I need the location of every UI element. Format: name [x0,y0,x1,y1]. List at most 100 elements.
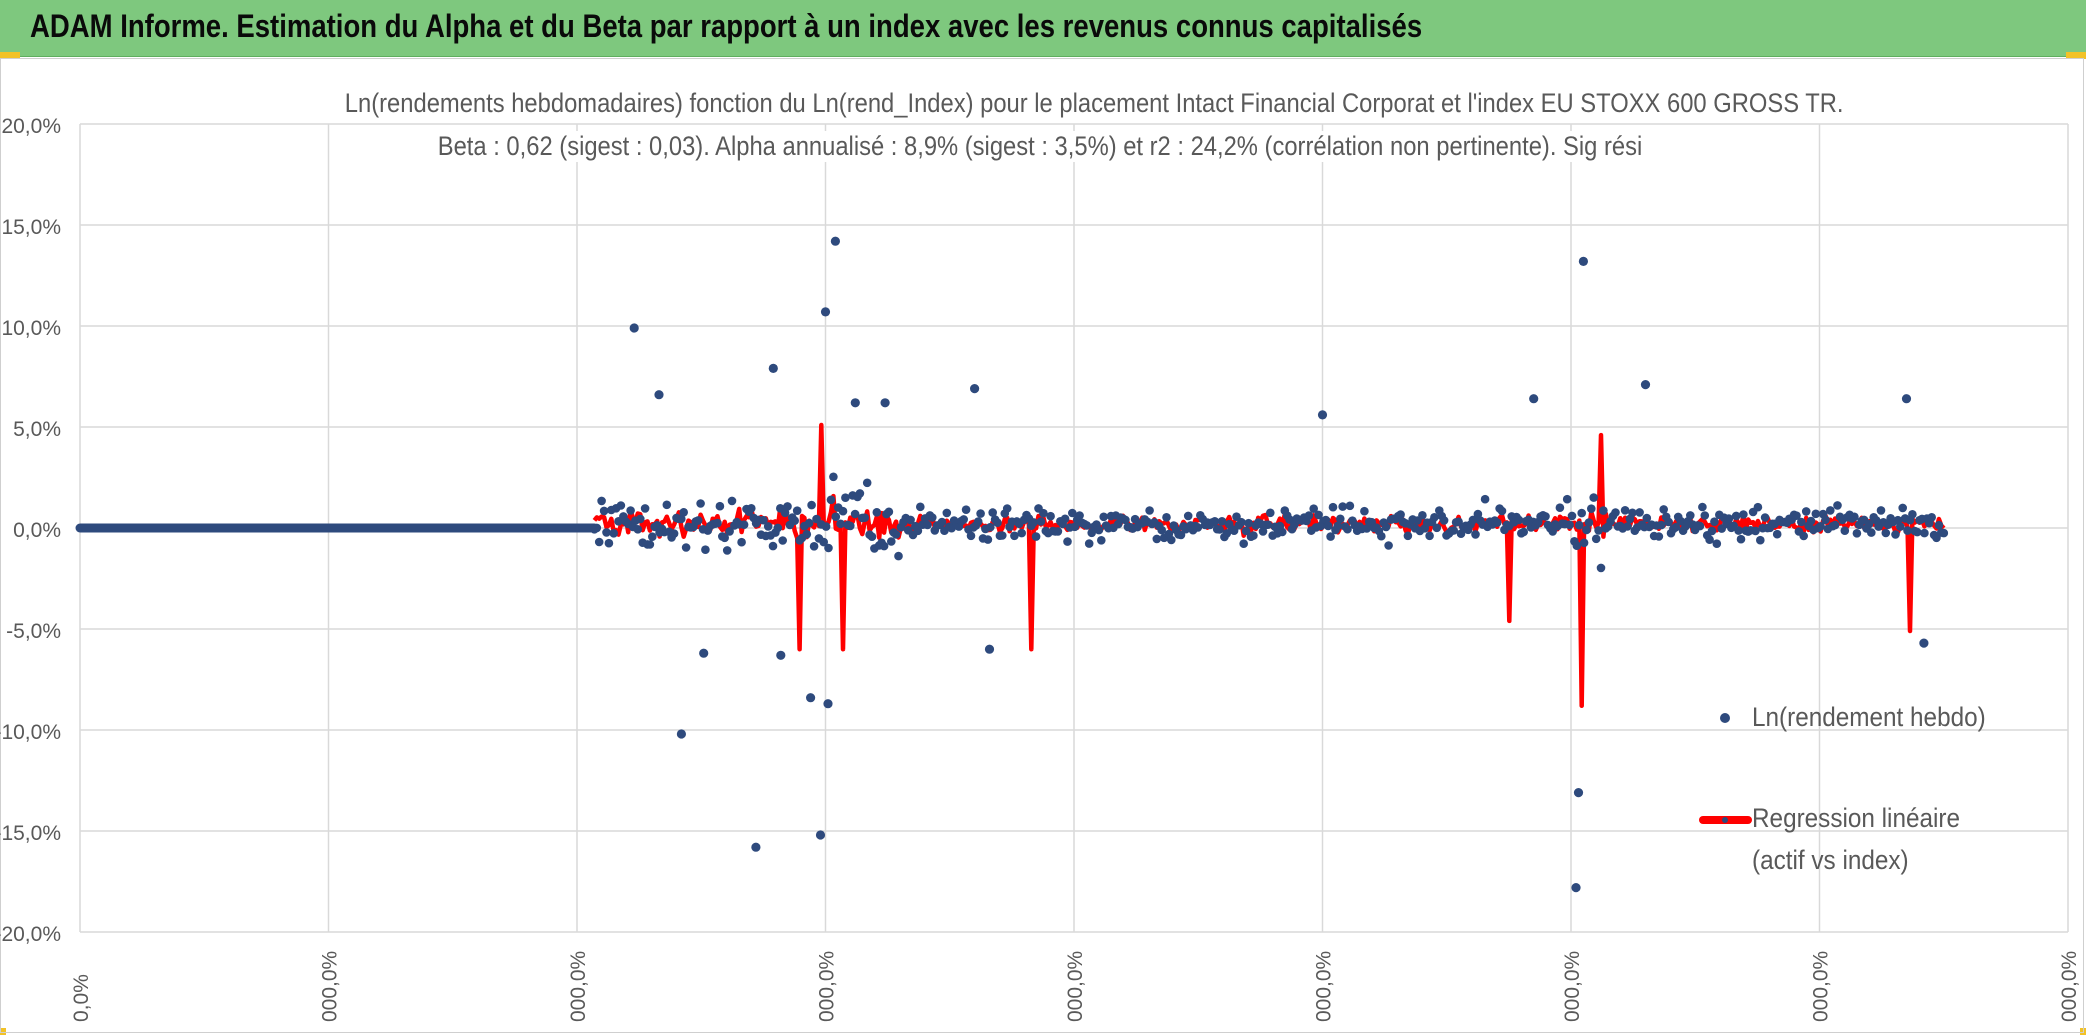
scatter-point-outlier [1901,394,1912,404]
scatter-point [1864,519,1874,529]
y-tick-label: 15,0% [1,216,61,239]
chart-frame [0,58,2084,1033]
scatter-point [1403,531,1413,541]
scatter-point [1121,515,1130,525]
chart-subtitle: Beta : 0,62 (sigest : 0,03). Alpha annua… [344,131,1736,162]
y-tick-label: -15,0% [0,822,61,845]
scatter-point [1710,517,1719,526]
scatter-point-outlier [823,699,833,709]
scatter-point-outlier [1578,256,1588,266]
scatter-point [727,496,737,506]
corner-marker-right [2066,52,2086,59]
scatter-point [662,500,672,510]
scatter-point [1039,508,1048,518]
scatter-point [648,532,657,541]
scatter-point [1046,511,1055,521]
scatter-point [1338,502,1347,511]
x-tick-label: 000,0% [2058,951,2081,1022]
scatter-point [1492,518,1502,527]
scatter-point [872,508,882,517]
scatter-point [1772,529,1782,539]
scatter-point [1384,541,1393,550]
scatter-point [1642,513,1652,523]
scatter-point [1381,522,1391,532]
scatter-point [1323,521,1333,531]
scatter-point [1328,502,1338,512]
y-tick-label: -20,0% [0,923,61,946]
scatter-point [850,509,860,519]
chart-title: Ln(rendements hebdomadaires) fonction du… [344,88,1844,119]
scatter-point-outlier [820,307,831,317]
scatter-point [1792,511,1801,520]
x-tick-label: 0,0% [70,974,93,1022]
scatter-point [1063,537,1072,546]
scatter-point [1579,538,1589,548]
scatter-point [1336,514,1345,524]
scatter-point [879,541,889,551]
scatter-point [1053,527,1063,536]
scatter-point [1176,530,1186,540]
scatter-point [609,529,618,538]
scatter-point-outlier [850,398,860,408]
scatter-point [1480,494,1490,504]
scatter-point [1599,506,1608,515]
scatter-point [1210,517,1220,526]
scatter-point [988,508,997,517]
scatter-point [1816,522,1825,531]
scatter-point [1060,514,1070,524]
scatter-point [959,515,968,524]
scatter-point [829,472,838,482]
scatter-point-outlier [1640,380,1651,390]
scatter-point [1635,508,1644,517]
scatter-point [867,532,877,541]
scatter-point [1326,532,1335,541]
scatter-point [790,516,799,525]
x-tick-label: 000,0% [816,951,839,1022]
scatter-point [838,506,848,516]
scatter-point [923,520,932,530]
scatter-point [696,499,705,508]
scatter-point [1541,512,1550,521]
scatter-point [1577,508,1586,518]
scatter-point [802,530,812,539]
scatter-point [1801,507,1811,516]
scatter-point [1695,521,1705,531]
scatter-point [1734,526,1743,535]
scatter-point-outlier [1529,394,1539,404]
scatter-point [973,517,983,526]
scatter-point [966,531,976,541]
scatter-point [1867,528,1876,537]
scatter-point [1068,508,1077,518]
scatter-point [645,540,655,549]
scatter-point [1468,515,1478,525]
x-tick-label: 000,0% [319,951,342,1022]
scatter-point [1620,506,1630,515]
scatter-point [1010,531,1019,541]
scatter-point [1094,525,1104,535]
scatter-point [1567,511,1577,521]
scatter-point [725,527,734,536]
scatter-point [998,531,1007,540]
scatter-point-outlier [1317,410,1328,420]
scatter-point [693,516,703,525]
scatter-point [1700,511,1710,520]
scatter-point [1799,531,1808,541]
scatter-point [773,523,783,533]
scatter-point [1249,531,1258,540]
scatter-point [1623,522,1632,531]
scatter-point [1183,511,1193,521]
corner-marker-bottom-left [0,1028,6,1035]
scatter-point-outlier [776,650,786,660]
scatter-point [1659,505,1668,514]
scatter-point-outlier [751,842,761,852]
scatter-point [1830,520,1840,530]
scatter-point-outlier [699,648,709,658]
scatter-point [809,542,819,551]
scatter-point [1654,532,1664,541]
scatter-point-outlier [970,384,980,394]
y-tick-label: -10,0% [0,721,61,744]
scatter-point-outlier [768,363,778,373]
scatter-point [1449,526,1458,535]
scatter-point [1611,508,1620,517]
regression-line [592,422,1946,709]
